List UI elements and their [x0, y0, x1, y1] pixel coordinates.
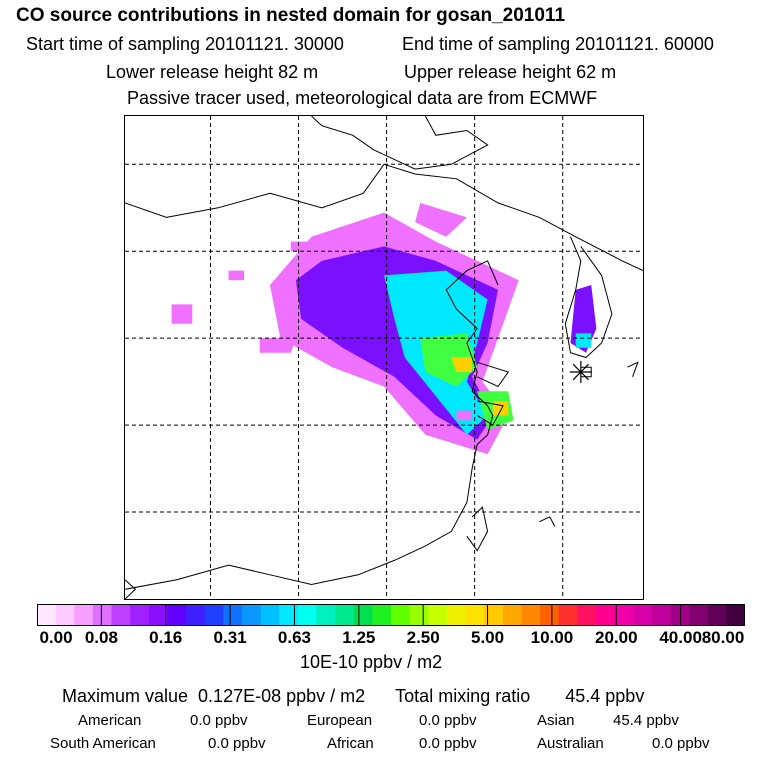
colorbar-tick-label: 40.00 [659, 628, 702, 647]
colorbar-swatch-19 [391, 604, 411, 626]
contribution-area-10 [171, 304, 193, 324]
coastline-5 [476, 400, 504, 426]
colorbar-swatch-16 [335, 604, 355, 626]
colorbar-swatch-1 [55, 604, 75, 626]
colorbar-swatch-9 [204, 604, 224, 626]
contribution-area-14 [456, 410, 473, 421]
upper-height-label: Upper release height 62 m [404, 62, 617, 82]
colorbar-swatch-14 [297, 604, 318, 626]
colorbar-swatch-10 [223, 604, 243, 626]
colorbar-swatch-26 [521, 604, 541, 626]
chart-title: CO source contributions in nested domain… [16, 5, 566, 26]
coastline-9 [539, 516, 556, 527]
colorbar-tick-label: 2.50 [406, 628, 440, 647]
colorbar-swatch-25 [502, 604, 523, 626]
colorbar-swatch-6 [148, 604, 169, 626]
colorbar-swatch-34 [670, 604, 690, 626]
total-mixing-ratio: 45.4 [565, 686, 601, 706]
contribution-area-8 [575, 333, 592, 348]
colorbar-swatch-32 [633, 604, 653, 626]
colorbar-swatch-24 [484, 604, 504, 626]
colorbar-swatch-35 [689, 604, 709, 626]
colorbar-swatch-36 [707, 604, 727, 626]
coastline-3 [564, 236, 613, 359]
coastline-2 [125, 260, 499, 590]
colorbar-swatch-5 [130, 604, 150, 626]
colorbar-swatch-20 [409, 604, 429, 626]
colorbar-swatch-3 [92, 604, 113, 626]
colorbar-swatch-0 [37, 604, 57, 626]
map-svg [125, 116, 643, 599]
colorbar-swatch-2 [74, 604, 94, 626]
colorbar-swatch-29 [577, 604, 597, 626]
colorbar-tick-label: 20.00 [594, 628, 638, 647]
colorbar-swatch-33 [651, 604, 672, 626]
contribution-area-6 [492, 401, 509, 416]
region-asian-value: 45.4 ppbv [613, 712, 679, 729]
colorbar-swatch-31 [614, 604, 634, 626]
coastline-8 [627, 361, 639, 377]
colorbar-tick-label: 1.25 [342, 628, 376, 647]
region-european-name: European [307, 712, 373, 729]
colorbar-swatch-18 [372, 604, 392, 626]
region-american-name: American [78, 712, 142, 729]
colorbar-tick-label: 80.00 [701, 628, 745, 647]
colorbar-tick-label: 5.00 [470, 628, 505, 647]
contribution-area-5 [451, 357, 473, 372]
region-european-value: 0.0 ppbv [419, 712, 477, 729]
colorbar-border [37, 604, 745, 626]
coastline-0 [311, 116, 489, 170]
map-plot [124, 115, 644, 600]
lower-height-label: Lower release height 82 m [106, 62, 319, 82]
contribution-area-13 [290, 241, 312, 252]
region-south-american-value: 0.0 ppbv [208, 735, 266, 752]
coastline-1 [125, 163, 643, 272]
region-australian-name: Australian [537, 735, 604, 752]
colorbar-swatch-23 [465, 604, 485, 626]
colorbar-tick-label: 0.31 [213, 628, 247, 647]
receptor-marker [569, 360, 592, 383]
colorbar-tick-label: 10.00 [530, 628, 574, 647]
colorbar-swatch-15 [316, 604, 336, 626]
region-australian-value: 0.0 ppbv [652, 735, 710, 752]
colorbar-swatch-27 [540, 604, 560, 626]
colorbar-swatch-12 [260, 604, 280, 626]
colorbar-swatch-37 [726, 604, 745, 626]
coastline-4 [476, 361, 510, 388]
start-time-label: Start time of sampling 20101121. 30000 [26, 34, 344, 54]
colorbar [37, 604, 745, 626]
colorbar-tick-label: 0.63 [277, 628, 311, 647]
colorbar-swatch-21 [428, 604, 448, 626]
colorbar-swatch-28 [558, 604, 578, 626]
colorbar-swatch-4 [111, 604, 131, 626]
contribution-area-11 [415, 202, 467, 237]
maximum-value-line: Maximum value 0.127E-08 ppbv / m2 Total … [62, 686, 645, 706]
colorbar-tick-label: 0.16 [149, 628, 183, 647]
region-african-name: African [327, 735, 374, 752]
max-value: 0.127E-08 [198, 686, 282, 706]
colorbar-swatch-30 [595, 604, 616, 626]
region-american-value: 0.0 ppbv [190, 712, 248, 729]
colorbar-swatch-8 [186, 604, 206, 626]
coastline-6 [466, 506, 489, 552]
colorbar-swatch-7 [167, 604, 187, 626]
contribution-area-3 [420, 333, 478, 387]
colorbar-tick-label: 0.00 [39, 628, 73, 647]
colorbar-swatch-13 [279, 604, 299, 626]
colorbar-tick-label: 0.08 [84, 628, 118, 647]
contribution-area-12 [228, 270, 245, 281]
region-asian-name: Asian [537, 712, 575, 729]
colorbar-swatch-11 [241, 604, 262, 626]
colorbar-swatch-17 [353, 604, 373, 626]
coastline-10 [125, 579, 137, 599]
colorbar-unit: 10E-10 ppbv / m2 [300, 652, 443, 672]
end-time-label: End time of sampling 20101121. 60000 [402, 34, 714, 54]
region-south-american-name: South American [50, 735, 156, 752]
region-african-value: 0.0 ppbv [419, 735, 477, 752]
passive-tracer-label: Passive tracer used, meteorological data… [127, 88, 598, 108]
colorbar-swatch-22 [446, 604, 467, 626]
contribution-area-9 [259, 338, 296, 353]
